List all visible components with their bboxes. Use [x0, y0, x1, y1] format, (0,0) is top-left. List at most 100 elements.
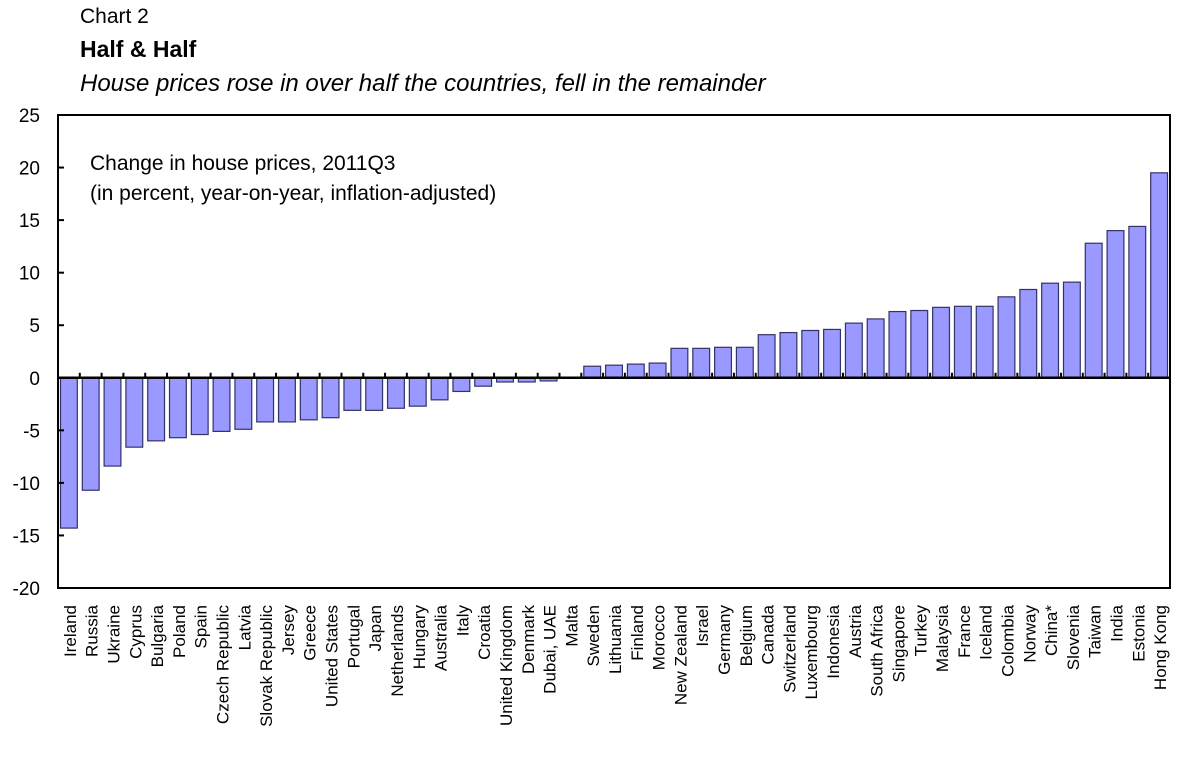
bar-morocco [648, 362, 667, 379]
x-tick-label: Denmark [519, 605, 538, 674]
x-tick-label: Bulgaria [148, 604, 167, 667]
bar-bulgaria [147, 377, 166, 442]
x-tick-label: Ireland [61, 605, 80, 657]
y-tick-label: 15 [19, 211, 40, 232]
bar-colombia [997, 296, 1016, 379]
x-tick-label: Netherlands [388, 605, 407, 697]
chart-subtitle: House prices rose in over half the count… [80, 70, 766, 97]
y-tick-label: 10 [19, 264, 40, 285]
x-tick-label: Jersey [279, 605, 298, 656]
y-tick-label: -10 [13, 474, 40, 495]
x-tick-label: Israel [693, 605, 712, 647]
x-tick-label: South Africa [868, 604, 887, 696]
x-tick-label: Switzerland [780, 605, 799, 693]
x-tick-label: Slovak Republic [257, 605, 276, 727]
bar-finland [626, 363, 645, 379]
bar-hungary [408, 377, 427, 407]
bar-singapore [888, 310, 907, 379]
x-tick-label: Spain [192, 605, 211, 648]
x-tick-label: Sweden [584, 605, 603, 666]
y-tick-label: -5 [23, 421, 40, 442]
x-tick-label: Poland [170, 605, 189, 658]
x-tick-label: Australia [432, 604, 451, 671]
bar-china- [1041, 282, 1060, 379]
x-tick-label: Colombia [998, 604, 1017, 676]
x-tick-label: Ukraine [105, 605, 124, 664]
y-tick-label: -15 [13, 526, 40, 547]
bar-australia [430, 377, 449, 401]
x-tick-label: Norway [1020, 605, 1039, 663]
bar-netherlands [386, 377, 405, 409]
bar-israel [692, 347, 711, 379]
x-tick-label: Latvia [235, 604, 254, 650]
y-tick-label: 25 [19, 106, 40, 127]
bar-sweden [583, 365, 602, 379]
bar-south-africa [866, 318, 885, 379]
bar-hong-kong [1150, 172, 1169, 379]
bar-luxembourg [801, 329, 820, 379]
x-tick-label: Belgium [737, 605, 756, 666]
x-tick-label: New Zealand [671, 605, 690, 705]
x-tick-label: Lithuania [606, 604, 625, 674]
x-tick-label: Austria [846, 604, 865, 657]
bar-cyprus [125, 377, 144, 448]
x-tick-label: China* [1042, 605, 1061, 656]
x-tick-label: United Kingdom [497, 605, 516, 726]
bar-italy [452, 377, 471, 393]
bar-russia [81, 377, 100, 491]
x-tick-label: Indonesia [824, 604, 843, 678]
x-tick-label: Finland [628, 605, 647, 661]
bar-india [1106, 230, 1125, 379]
bar-norway [1019, 288, 1038, 379]
bar-belgium [735, 346, 754, 379]
y-tick-label: 5 [29, 316, 40, 337]
bar-japan [365, 377, 384, 411]
x-tick-label: Czech Republic [214, 605, 233, 725]
plot-frame [57, 114, 1171, 589]
bar-slovenia [1062, 281, 1081, 379]
x-tick-label: Singapore [889, 605, 908, 683]
x-tick-label: Luxembourg [802, 605, 821, 700]
x-tick-label: Greece [301, 605, 320, 661]
bar-estonia [1128, 225, 1147, 379]
x-tick-label: Malta [562, 604, 581, 646]
x-tick-label: Italy [453, 605, 472, 637]
bar-croatia [474, 377, 493, 387]
bar-iceland [975, 305, 994, 379]
bar-jersey [277, 377, 296, 423]
x-tick-label: Germany [715, 605, 734, 675]
annotation-line-2: (in percent, year-on-year, inflation-adj… [90, 182, 496, 205]
bar-france [953, 305, 972, 379]
x-tick-label: Taiwan [1086, 605, 1105, 658]
bar-germany [714, 346, 733, 379]
x-tick-label: India [1107, 604, 1126, 641]
x-tick-label: France [955, 605, 974, 658]
annotation-line-1: Change in house prices, 2011Q3 [90, 152, 395, 175]
bar-indonesia [823, 328, 842, 379]
bar-ireland [59, 377, 78, 529]
y-tick-label: -20 [13, 579, 40, 600]
x-tick-label: Slovenia [1064, 604, 1083, 670]
chart-label: Chart 2 [80, 5, 149, 28]
x-tick-label: Hong Kong [1151, 605, 1170, 690]
x-tick-label: Turkey [911, 605, 930, 657]
bar-united-states [321, 377, 340, 419]
x-tick-label: Portugal [344, 605, 363, 668]
bar-switzerland [779, 331, 798, 379]
x-tick-label: Cyprus [126, 605, 145, 659]
bar-new-zealand [670, 347, 689, 379]
x-tick-label: Estonia [1129, 604, 1148, 661]
bar-austria [844, 322, 863, 379]
bar-turkey [910, 309, 929, 379]
bar-ukraine [103, 377, 122, 467]
bar-canada [757, 334, 776, 379]
x-tick-label: Hungary [410, 605, 429, 670]
x-tick-label: Morocco [650, 605, 669, 670]
bar-slovak-republic [256, 377, 275, 423]
x-tick-label: Iceland [977, 605, 996, 660]
bar-greece [299, 377, 318, 421]
bar-lithuania [604, 364, 624, 379]
bar-spain [190, 377, 209, 436]
x-tick-label: United States [323, 605, 342, 707]
